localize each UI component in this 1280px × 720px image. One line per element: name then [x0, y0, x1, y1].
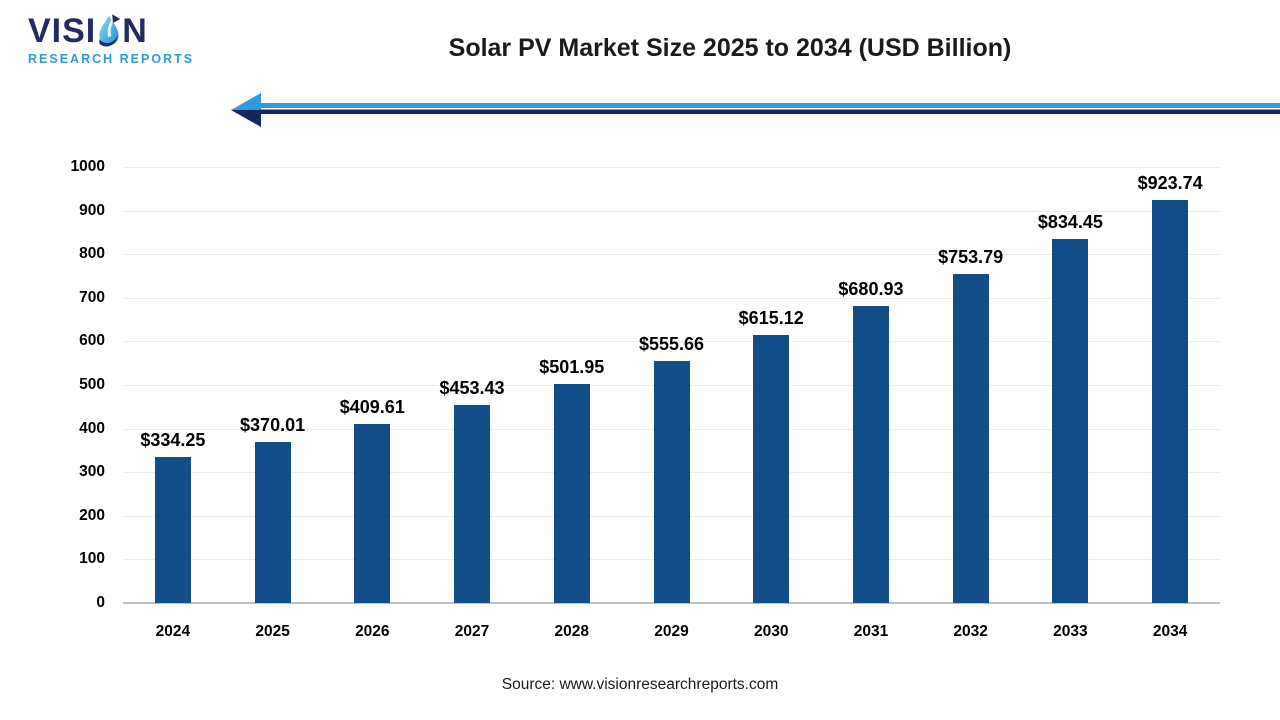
source-text: Source: www.visionresearchreports.com	[501, 676, 779, 693]
brand-name-suffix: N	[122, 12, 148, 50]
y-axis-tick-label: 700	[79, 288, 105, 306]
gridline	[123, 167, 1220, 168]
bar-2030	[753, 334, 790, 603]
gridline	[123, 341, 1220, 343]
bar-value-label: $834.45	[1037, 212, 1103, 233]
bar-2034	[1152, 200, 1189, 603]
bar-value-label: $615.12	[738, 307, 804, 328]
bar-value-label: $923.74	[1137, 173, 1203, 194]
bar-2031	[852, 306, 889, 603]
brand-tagline: RESEARCH REPORTS	[28, 52, 195, 66]
y-axis-tick-label: 100	[79, 550, 105, 568]
bar-2032	[952, 274, 989, 603]
y-axis-tick-label: 1000	[70, 158, 105, 175]
bar-2028	[553, 384, 590, 603]
x-axis-tick-label: 2030	[753, 623, 789, 640]
bar-2026	[354, 424, 391, 603]
y-axis-tick-label: 0	[96, 594, 105, 611]
water-drop-arrow-icon	[99, 14, 121, 47]
bar-value-label: $334.25	[140, 430, 206, 451]
bar-value-label: $680.93	[838, 279, 904, 300]
y-axis-tick-label: 500	[79, 376, 105, 393]
y-axis-tick-label: 900	[79, 201, 105, 219]
x-axis-tick-label: 2033	[1053, 623, 1088, 640]
bar-value-label: $501.95	[539, 357, 605, 378]
gridline	[123, 297, 1220, 299]
y-axis-tick-label: 600	[79, 332, 105, 350]
brand-name: VISI N	[28, 12, 218, 48]
y-axis-tick-label: 300	[79, 463, 105, 481]
x-axis-line	[123, 602, 1220, 604]
x-axis-tick-label: 2028	[554, 623, 589, 640]
y-axis-tick-label: 800	[79, 245, 105, 263]
x-axis-tick-label: 2034	[1152, 623, 1188, 640]
brand-logo: VISI N RESEARCH REPORTS	[28, 12, 218, 66]
bar-2033	[1052, 239, 1089, 603]
x-axis-tick-label: 2024	[155, 623, 191, 640]
x-axis-tick-label: 2029	[654, 623, 689, 640]
bar-2029	[653, 360, 690, 603]
bar-2024	[154, 457, 191, 603]
arrow-left-decoration	[231, 93, 1280, 127]
x-axis-tick-label: 2026	[355, 623, 390, 640]
x-axis-tick-label: 2025	[255, 623, 290, 640]
x-axis-tick-label: 2031	[853, 623, 889, 640]
gridline	[123, 254, 1220, 256]
brand-name-prefix: VISI	[28, 12, 97, 50]
bar-value-label: $555.66	[638, 333, 705, 354]
bar-value-label: $753.79	[938, 247, 1004, 268]
bar-2025	[254, 441, 291, 603]
x-axis-tick-label: 2027	[454, 623, 490, 640]
y-axis-tick-label: 200	[79, 506, 105, 524]
chart-title: Solar PV Market Size 2025 to 2034 (USD B…	[448, 34, 1012, 62]
y-axis-tick-label: 400	[79, 419, 105, 437]
x-axis-tick-label: 2032	[953, 623, 988, 640]
bar-value-label: $409.61	[339, 397, 405, 418]
bar-value-label: $453.43	[439, 378, 505, 399]
bar-value-label: $370.01	[240, 414, 306, 435]
gridline	[123, 210, 1220, 212]
bar-2027	[454, 405, 491, 603]
